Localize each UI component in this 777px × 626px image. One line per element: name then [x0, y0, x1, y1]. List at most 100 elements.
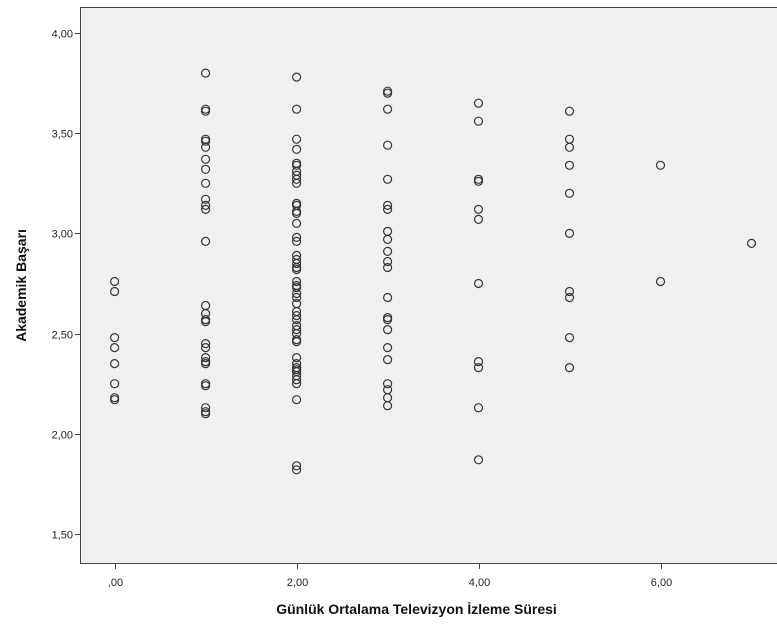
data-point [383, 292, 393, 303]
data-point [201, 154, 211, 164]
data-point [473, 98, 484, 108]
data-point [383, 234, 393, 244]
data-point [473, 116, 484, 126]
x-tick-label: 2,00 [287, 577, 308, 589]
data-point [292, 160, 302, 170]
data-point [201, 106, 211, 116]
y-axis-title: Akademik Başarı [13, 229, 29, 342]
data-point [292, 174, 302, 184]
data-point [292, 144, 302, 154]
y-tick-label: 3,00 [52, 229, 73, 241]
data-point [292, 465, 302, 475]
data-point [564, 333, 575, 343]
data-point [292, 311, 302, 321]
data-point [292, 72, 302, 82]
data-point [292, 461, 302, 471]
data-point [292, 134, 302, 144]
data-point [383, 246, 393, 256]
data-point [383, 140, 393, 150]
data-point [201, 164, 211, 174]
data-point [292, 325, 302, 335]
data-point [383, 355, 393, 365]
data-point [383, 104, 393, 114]
data-point [473, 455, 484, 465]
data-point [292, 264, 302, 275]
data-point [383, 401, 393, 411]
data-point [201, 317, 211, 327]
data-point [564, 292, 575, 303]
data-point [201, 194, 211, 204]
data-point [292, 379, 302, 389]
data-point [201, 68, 211, 78]
data-point [292, 288, 302, 299]
data-point [292, 208, 302, 218]
data-point [473, 204, 484, 214]
data-point [109, 343, 120, 353]
data-point [109, 333, 120, 343]
data-point [473, 363, 484, 373]
data-point [292, 282, 302, 293]
data-point [564, 106, 575, 116]
x-tick-label: 4,00 [469, 577, 490, 589]
x-axis-title: Günlük Ortalama Televizyon İzleme Süresi [276, 601, 557, 617]
data-point [292, 104, 302, 114]
data-point [201, 409, 211, 419]
data-point [292, 276, 302, 287]
data-point [292, 236, 302, 246]
data-point [109, 379, 120, 389]
data-point [655, 276, 666, 287]
data-point [201, 136, 211, 146]
data-point [655, 160, 666, 170]
data-point [383, 88, 393, 98]
data-point [201, 353, 211, 363]
data-point [292, 315, 302, 325]
data-point [383, 256, 393, 267]
data-point [201, 359, 211, 369]
data-point [383, 379, 393, 389]
data-point [383, 200, 393, 210]
data-point [473, 176, 484, 186]
data-point [201, 178, 211, 188]
x-tick-label: 6,00 [651, 577, 672, 589]
data-point [201, 204, 211, 214]
data-point [201, 200, 211, 210]
plot-frame [80, 7, 777, 564]
data-point [292, 292, 302, 303]
data-point [564, 188, 575, 198]
data-point [292, 395, 302, 405]
data-point [473, 357, 484, 367]
plot-area [80, 7, 777, 564]
data-point [564, 142, 575, 152]
data-point [564, 228, 575, 238]
data-point [473, 403, 484, 413]
data-point [564, 160, 575, 170]
data-point [201, 343, 211, 353]
data-point [201, 381, 211, 391]
data-point [564, 286, 575, 297]
x-tick-label: ,00 [108, 577, 123, 589]
data-point [292, 218, 302, 228]
data-point [746, 238, 757, 248]
data-point [473, 278, 484, 289]
data-point [292, 178, 302, 188]
y-tick-label: 1,50 [52, 530, 73, 542]
data-point [201, 236, 211, 246]
data-point [292, 353, 302, 363]
y-tick-label: 2,50 [52, 330, 73, 342]
data-point [564, 363, 575, 373]
data-point [292, 258, 302, 269]
data-point [201, 339, 211, 349]
data-point [383, 315, 393, 325]
data-point [201, 142, 211, 152]
data-point [383, 343, 393, 353]
data-point [109, 359, 120, 369]
data-point [292, 375, 302, 385]
y-tick-label: 4,00 [52, 29, 73, 41]
data-point [383, 174, 393, 184]
data-point [383, 325, 393, 335]
data-point [383, 204, 393, 214]
data-point [383, 262, 393, 273]
data-point [109, 395, 120, 405]
data-point [473, 214, 484, 224]
